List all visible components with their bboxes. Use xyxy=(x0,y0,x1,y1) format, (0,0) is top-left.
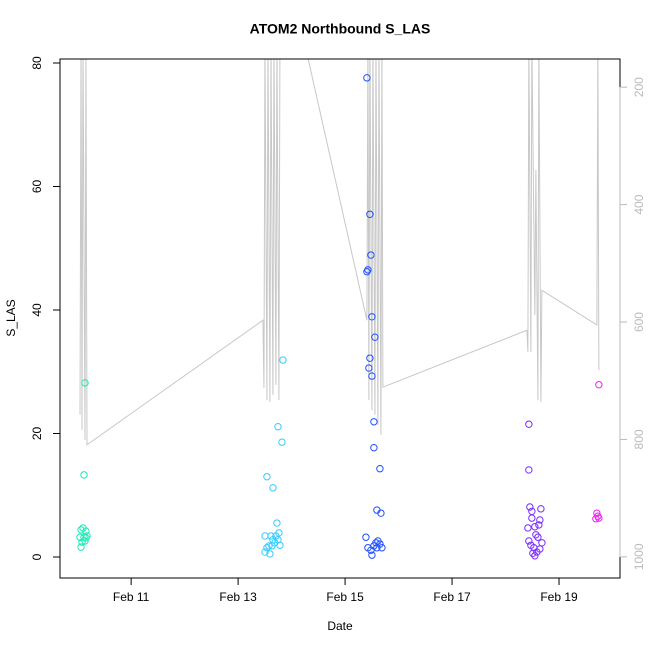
point xyxy=(363,268,371,276)
point xyxy=(532,531,540,539)
point xyxy=(367,251,375,259)
point xyxy=(525,537,533,545)
point xyxy=(368,372,376,380)
y-tick-label: 60 xyxy=(30,180,44,194)
point xyxy=(370,542,378,550)
point xyxy=(524,524,532,532)
x-tick-label: Feb 19 xyxy=(540,590,578,604)
point xyxy=(82,534,90,542)
chart-title: ATOM2 Northbound S_LAS xyxy=(250,21,431,37)
point xyxy=(81,379,89,387)
plot-frame xyxy=(59,58,621,579)
point xyxy=(534,533,542,541)
point xyxy=(536,516,544,524)
point xyxy=(378,544,386,552)
point xyxy=(265,542,273,550)
y-tick-label: 80 xyxy=(30,56,44,70)
point xyxy=(266,550,274,558)
point xyxy=(77,526,85,534)
point xyxy=(269,484,277,492)
point xyxy=(261,532,269,540)
y2-tick-label: 200 xyxy=(632,77,646,97)
y2-tick-label: 400 xyxy=(632,194,646,214)
y2-tick-label: 1000 xyxy=(632,543,646,570)
point xyxy=(363,74,371,82)
point xyxy=(531,523,539,531)
point xyxy=(81,537,89,545)
y-tick-label: 40 xyxy=(30,303,44,317)
point xyxy=(366,210,374,218)
y2-tick-label: 600 xyxy=(632,312,646,332)
point xyxy=(368,551,376,559)
point-layer xyxy=(76,74,603,560)
point xyxy=(279,356,287,364)
point xyxy=(362,533,370,541)
point xyxy=(525,420,533,428)
point xyxy=(537,505,545,513)
point xyxy=(263,473,271,481)
point xyxy=(278,438,286,446)
point xyxy=(528,514,536,522)
point xyxy=(371,333,379,341)
point xyxy=(268,542,276,550)
point xyxy=(80,471,88,479)
point xyxy=(370,418,378,426)
point xyxy=(595,381,603,389)
point xyxy=(536,545,544,553)
x-axis-label: Date xyxy=(327,619,353,633)
point xyxy=(525,466,533,474)
point xyxy=(526,503,534,511)
point xyxy=(370,444,378,452)
x-tick-label: Feb 13 xyxy=(219,590,257,604)
point xyxy=(274,423,282,431)
point xyxy=(592,515,600,523)
point xyxy=(535,521,543,529)
depth-line xyxy=(79,59,600,446)
point xyxy=(275,529,283,537)
point xyxy=(595,514,603,522)
x-tick-label: Feb 11 xyxy=(113,590,150,604)
point xyxy=(376,465,384,473)
point xyxy=(267,532,275,540)
point xyxy=(529,549,537,558)
point xyxy=(538,539,546,547)
point xyxy=(593,509,601,517)
point xyxy=(261,548,269,556)
point xyxy=(77,543,85,551)
y-axis-label: S_LAS xyxy=(4,299,18,336)
y-tick-label: 20 xyxy=(30,427,44,441)
point xyxy=(531,552,539,560)
x-tick-label: Feb 17 xyxy=(433,590,471,604)
y-tick-label: 0 xyxy=(30,553,44,560)
point xyxy=(274,536,282,544)
point xyxy=(368,313,376,321)
x-tick-label: Feb 15 xyxy=(326,590,364,604)
point xyxy=(263,544,271,552)
point xyxy=(366,354,374,362)
line-layer xyxy=(79,59,600,446)
y2-tick-label: 800 xyxy=(632,429,646,449)
point xyxy=(365,364,373,372)
point xyxy=(377,509,385,517)
point xyxy=(83,532,91,540)
point xyxy=(273,519,281,527)
